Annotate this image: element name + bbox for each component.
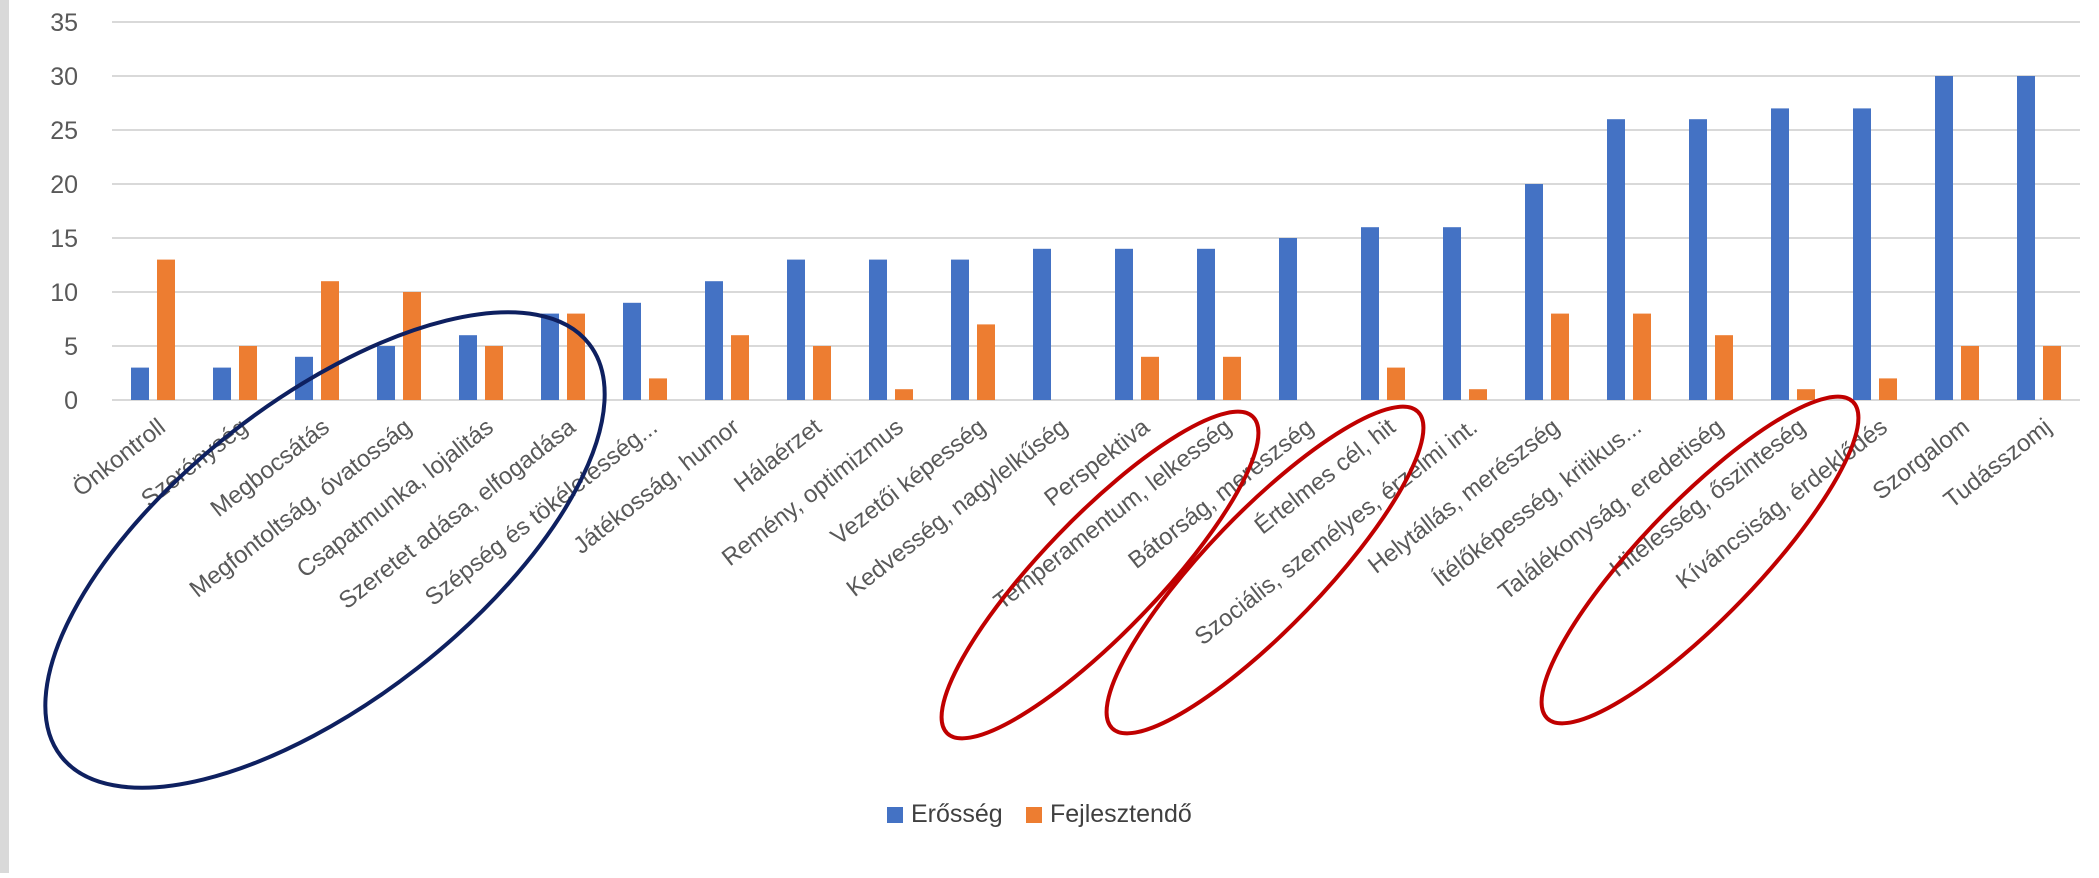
- bar-fejlesztendo: [1633, 313, 1651, 400]
- bar-fejlesztendo: [1223, 356, 1241, 400]
- bar-fejlesztendo: [1387, 367, 1405, 400]
- bar-fejlesztendo: [895, 389, 913, 400]
- bars: [131, 76, 2061, 401]
- bar-fejlesztendo: [1879, 378, 1897, 400]
- bar-erosseg: [1853, 108, 1871, 401]
- bar-erosseg: [1279, 238, 1297, 400]
- bar-erosseg: [459, 335, 477, 400]
- annotations: [43, 310, 1861, 790]
- legend-swatch: [1026, 807, 1042, 823]
- bar-fejlesztendo: [731, 335, 749, 400]
- annotation-ellipse-red: [1539, 394, 1861, 726]
- y-tick-label: 20: [50, 171, 78, 199]
- bar-erosseg: [951, 259, 969, 400]
- bar-erosseg: [1935, 76, 1953, 400]
- bar-fejlesztendo: [2043, 346, 2061, 400]
- bar-fejlesztendo: [1551, 313, 1569, 400]
- bar-erosseg: [2017, 76, 2035, 400]
- bar-erosseg: [1689, 119, 1707, 400]
- y-tick-label: 15: [50, 225, 78, 253]
- annotation-ellipse-red: [1104, 404, 1426, 736]
- y-tick-label: 5: [64, 333, 78, 361]
- bar-fejlesztendo: [321, 281, 339, 400]
- bar-erosseg: [377, 346, 395, 400]
- bar-erosseg: [1361, 227, 1379, 400]
- annotation-ellipse-red: [939, 409, 1261, 741]
- y-tick-label: 30: [50, 63, 78, 91]
- bar-erosseg: [1115, 248, 1133, 400]
- bar-fejlesztendo: [1141, 356, 1159, 400]
- legend-swatch: [887, 807, 903, 823]
- x-category-label: Értelmes cél, hit: [1250, 413, 1401, 540]
- bar-erosseg: [541, 313, 559, 400]
- legend-label: Erősség: [911, 800, 1003, 828]
- legend: Erősség Fejlesztendő: [887, 800, 1192, 828]
- bar-erosseg: [1771, 108, 1789, 401]
- gridlines: [112, 21, 2080, 401]
- bar-erosseg: [869, 259, 887, 400]
- bar-fejlesztendo: [1469, 389, 1487, 400]
- bar-erosseg: [705, 281, 723, 400]
- bar-fejlesztendo: [157, 259, 175, 400]
- bar-erosseg: [623, 302, 641, 400]
- bar-erosseg: [1197, 248, 1215, 400]
- y-tick-label: 0: [64, 387, 78, 415]
- y-axis-ticks: 0 5 10 15 20 25 30 35: [50, 9, 78, 415]
- y-tick-label: 25: [50, 117, 78, 145]
- bar-fejlesztendo: [239, 346, 257, 400]
- bar-erosseg: [1443, 227, 1461, 400]
- annotation-ellipse-blue: [43, 310, 607, 790]
- bar-erosseg: [1033, 248, 1051, 400]
- legend-label: Fejlesztendő: [1050, 800, 1192, 828]
- bar-erosseg: [1525, 184, 1543, 400]
- bar-fejlesztendo: [403, 292, 421, 400]
- chart-frame-edge: [0, 0, 9, 873]
- y-tick-label: 10: [50, 279, 78, 307]
- bar-fejlesztendo: [1797, 389, 1815, 400]
- bar-fejlesztendo: [977, 324, 995, 400]
- bar-erosseg: [213, 367, 231, 400]
- bar-erosseg: [787, 259, 805, 400]
- bar-fejlesztendo: [813, 346, 831, 400]
- bar-fejlesztendo: [485, 346, 503, 400]
- bar-fejlesztendo: [1715, 335, 1733, 400]
- y-tick-label: 35: [50, 9, 78, 37]
- bar-erosseg: [131, 367, 149, 400]
- bar-fejlesztendo: [1961, 346, 1979, 400]
- bar-fejlesztendo: [649, 378, 667, 400]
- bar-erosseg: [1607, 119, 1625, 400]
- bar-erosseg: [295, 356, 313, 400]
